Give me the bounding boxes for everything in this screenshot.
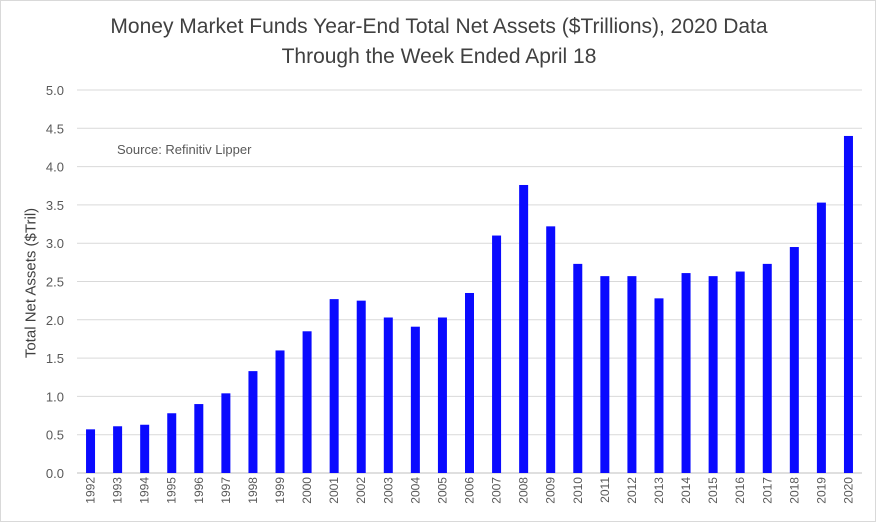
bar — [356, 300, 366, 473]
bar — [410, 326, 420, 473]
x-tick-label: 2000 — [300, 477, 314, 504]
x-tick-label: 1995 — [165, 477, 179, 504]
y-tick-label: 5.0 — [46, 83, 64, 98]
y-tick-label: 4.5 — [46, 121, 64, 136]
x-tick-label: 2018 — [787, 477, 801, 504]
x-tick-label: 2012 — [625, 477, 639, 504]
x-tick-label: 2007 — [490, 477, 504, 504]
source-annotation: Source: Refinitiv Lipper — [117, 142, 252, 157]
bar — [654, 298, 664, 473]
chart-title: Money Market Funds Year-End Total Net As… — [0, 12, 878, 72]
y-tick-label: 1.5 — [46, 351, 64, 366]
x-tick-label: 2016 — [733, 477, 747, 504]
x-tick-label: 2003 — [381, 477, 395, 504]
x-tick-label: 2006 — [463, 477, 477, 504]
bar — [383, 317, 393, 473]
x-tick-label: 2009 — [544, 477, 558, 504]
y-tick-label: 1.0 — [46, 389, 64, 404]
bar — [573, 263, 583, 473]
x-tick-label: 1993 — [111, 477, 125, 504]
bar — [546, 226, 556, 473]
bar — [627, 276, 637, 473]
bar — [708, 276, 718, 473]
x-tick-label: 2013 — [652, 477, 666, 504]
bar — [167, 413, 177, 473]
bar — [248, 371, 258, 473]
bar — [86, 429, 96, 473]
x-tick-label: 1994 — [138, 477, 152, 504]
x-tick-label: 1996 — [192, 477, 206, 504]
bar — [816, 202, 826, 474]
bar — [465, 292, 474, 473]
chart-title-line-1: Money Market Funds Year-End Total Net As… — [110, 15, 768, 38]
bar — [789, 247, 799, 473]
x-tick-label: 2011 — [598, 477, 612, 503]
y-tick-label: 2.0 — [46, 313, 64, 328]
bar — [221, 393, 231, 473]
bar — [329, 299, 339, 473]
bar — [519, 184, 529, 473]
y-tick-label: 4.0 — [46, 160, 64, 175]
x-tick-label: 2015 — [706, 477, 720, 504]
bar — [302, 331, 312, 473]
x-tick-label: 1997 — [219, 477, 233, 504]
bar — [437, 317, 447, 473]
bar — [492, 235, 502, 473]
bar — [681, 273, 691, 473]
x-tick-label: 2017 — [760, 477, 774, 504]
bar — [140, 424, 150, 473]
bar — [843, 135, 853, 473]
bar — [600, 276, 610, 473]
x-tick-label: 2019 — [814, 477, 828, 504]
y-tick-label: 2.5 — [46, 275, 64, 290]
bar — [762, 263, 772, 473]
bar — [275, 350, 285, 473]
bar — [735, 271, 745, 473]
chart-title-line-2: Through the Week Ended April 18 — [281, 45, 597, 68]
x-tick-label: 2004 — [408, 477, 422, 504]
x-tick-label: 2010 — [571, 477, 585, 504]
x-tick-label: 2005 — [435, 477, 449, 504]
x-tick-label: 2014 — [679, 477, 693, 504]
x-tick-label: 1999 — [273, 477, 287, 504]
y-tick-label: 3.5 — [46, 198, 64, 213]
x-tick-label: 2008 — [517, 477, 531, 504]
x-tick-label: 2002 — [354, 477, 368, 504]
x-tick-label: 1998 — [246, 477, 260, 504]
bar — [194, 404, 204, 473]
y-tick-label: 0.5 — [46, 428, 64, 443]
bar — [113, 426, 123, 473]
x-tick-label: 2020 — [841, 477, 855, 504]
y-tick-label: 0.0 — [46, 466, 64, 481]
x-tick-label: 1992 — [84, 477, 98, 504]
x-tick-label: 2001 — [327, 477, 341, 504]
y-tick-label: 3.0 — [46, 236, 64, 251]
